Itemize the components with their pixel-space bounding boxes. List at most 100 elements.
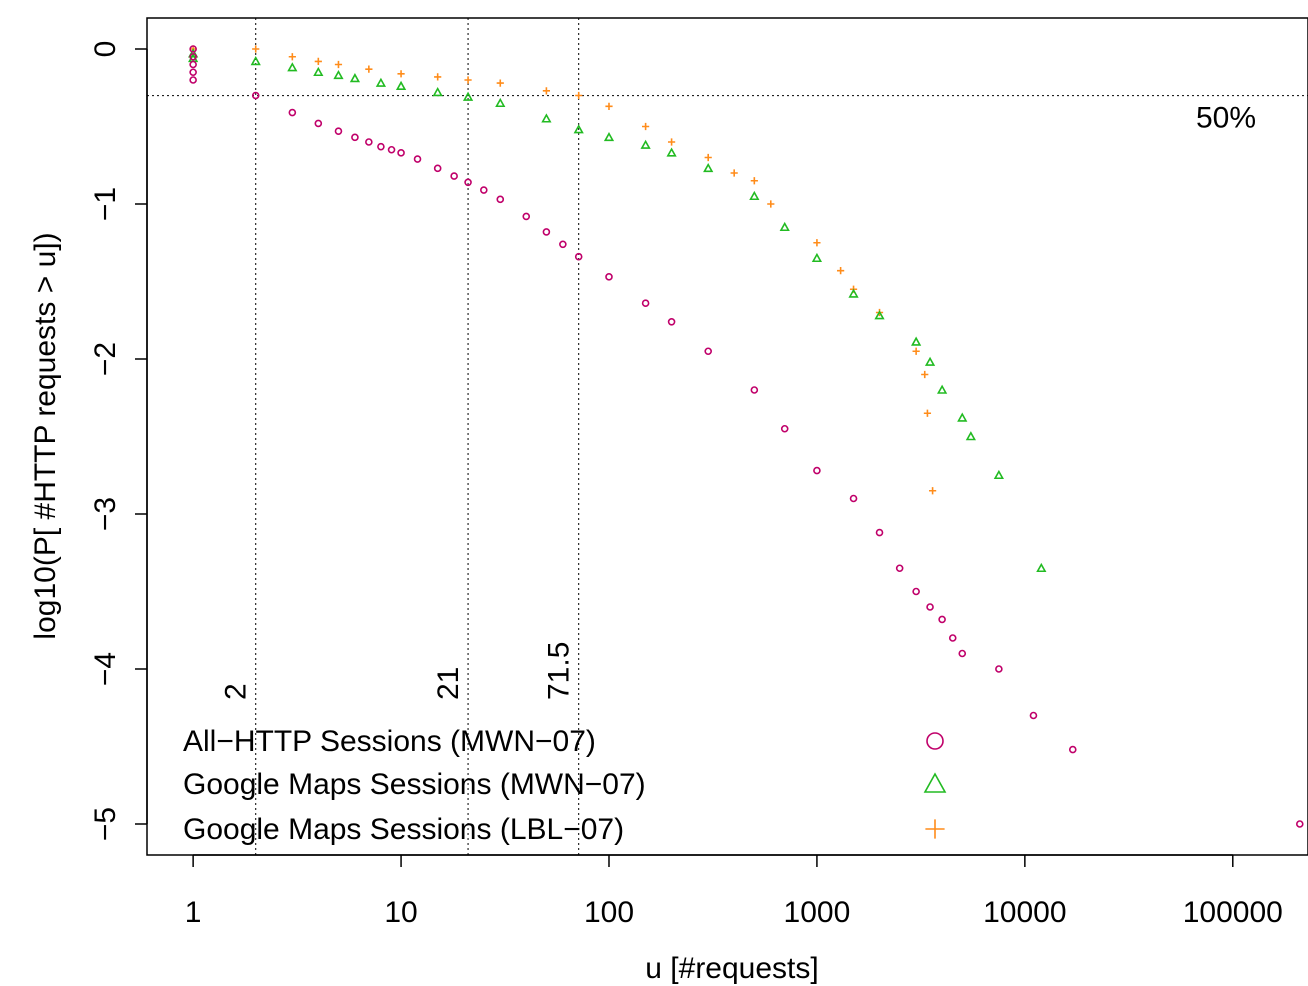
data-point (288, 53, 296, 61)
data-point (450, 172, 458, 180)
y-tick-label: −2 (89, 342, 122, 376)
data-point (849, 494, 858, 503)
y-tick-label: −1 (89, 187, 122, 221)
data-point (1295, 820, 1304, 828)
data-point (496, 195, 505, 204)
data-point (958, 649, 967, 658)
data-point (496, 79, 504, 87)
data-point (542, 228, 551, 236)
data-point (642, 122, 650, 131)
legend-label: Google Maps Sessions (LBL−07) (183, 813, 624, 846)
data-point (522, 212, 531, 221)
data-point (349, 73, 361, 83)
data-point (333, 69, 344, 80)
data-point (189, 52, 197, 61)
data-point (189, 60, 197, 69)
data-point (912, 347, 920, 355)
data-point (750, 177, 758, 185)
x-axis: 1 10 100 1000 10000 100000 (185, 854, 1283, 929)
data-point (926, 603, 934, 611)
data-point (387, 145, 396, 154)
data-point (749, 190, 760, 201)
data-point (574, 252, 583, 261)
data-point (314, 57, 322, 65)
data-point (189, 68, 197, 77)
x-tick-label: 10000 (983, 896, 1066, 929)
legend-label: All−HTTP Sessions (MWN−07) (183, 725, 596, 758)
data-point (314, 119, 323, 128)
data-point (995, 665, 1003, 673)
data-point (928, 487, 937, 495)
reference-label-horizontal: 50% (1196, 102, 1256, 135)
data-point (730, 169, 738, 177)
data-point (365, 138, 373, 146)
data-point (395, 80, 407, 90)
legend-marker (925, 819, 945, 839)
data-point (750, 386, 759, 394)
data-point (464, 178, 472, 187)
data-point (640, 139, 651, 149)
data-point (667, 138, 676, 146)
data-point (605, 273, 613, 281)
data-point (666, 147, 677, 157)
data-point (837, 267, 845, 275)
data-point (375, 77, 387, 87)
data-point (464, 76, 472, 84)
data-point (334, 127, 343, 135)
data-point (704, 153, 712, 162)
y-tick-label: −4 (89, 652, 122, 686)
data-point (252, 45, 260, 53)
data-point (779, 221, 790, 232)
data-point (250, 56, 261, 66)
legend-marker (923, 772, 947, 793)
data-point (189, 76, 197, 84)
data-point (938, 615, 946, 624)
data-point (767, 200, 775, 208)
data-point (937, 384, 948, 394)
y-axis: 0 −1 −2 −3 −4 −5 (89, 41, 148, 841)
data-point (912, 587, 920, 596)
data-point (921, 370, 929, 379)
data-point (559, 240, 567, 249)
data-point (813, 466, 821, 475)
data-point (397, 149, 405, 157)
y-axis-label: log10(P[ #HTTP requests > u]) (29, 232, 62, 639)
reference-label-vertical: 21 (432, 667, 465, 700)
data-point (965, 431, 976, 441)
data-point (313, 66, 324, 77)
data-point (432, 87, 443, 97)
legend-marker (926, 732, 944, 750)
data-point (365, 65, 373, 73)
data-point (413, 155, 422, 163)
data-point (957, 412, 968, 422)
data-point (433, 164, 442, 173)
data-point (462, 91, 474, 101)
data-point (480, 186, 488, 194)
x-tick-label: 1000 (784, 896, 851, 929)
data-point (924, 356, 936, 366)
data-point (1068, 745, 1077, 754)
legend: All−HTTP Sessions (MWN−07) Google Maps Se… (183, 725, 947, 846)
data-point (948, 634, 957, 642)
x-tick-label: 100 (584, 896, 634, 929)
data-point (573, 124, 584, 134)
data-point (495, 97, 506, 108)
data-point (541, 113, 552, 123)
data-point (667, 317, 676, 326)
data-point (334, 60, 343, 69)
legend-label: Google Maps Sessions (MWN−07) (183, 768, 646, 801)
y-tick-label: 0 (89, 41, 122, 58)
data-point (287, 62, 298, 72)
y-tick-label: −5 (89, 807, 122, 841)
data-point (397, 70, 405, 78)
data-point (875, 528, 884, 537)
data-point (780, 424, 789, 433)
data-point (1036, 562, 1047, 573)
data-point (351, 133, 359, 142)
x-tick-label: 10 (384, 896, 417, 929)
data-point (542, 87, 550, 95)
data-point (575, 91, 583, 100)
data-point (377, 142, 385, 151)
